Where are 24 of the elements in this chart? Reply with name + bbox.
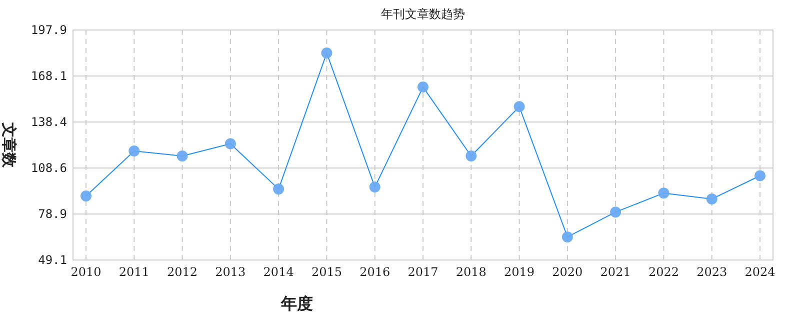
x-tick-label: 2016 xyxy=(360,265,390,279)
x-tick-label: 2012 xyxy=(167,265,198,279)
y-tick-label: 168.1 xyxy=(30,69,67,84)
chart-title: 年刊文章数趋势 xyxy=(381,7,465,21)
x-tick-label: 2023 xyxy=(696,265,728,279)
x-tick-label: 2019 xyxy=(504,265,535,279)
x-tick-label: 2015 xyxy=(311,265,342,279)
x-tick-label: 2018 xyxy=(456,265,486,279)
x-tick-label: 2022 xyxy=(648,265,679,279)
x-tick-label: 2014 xyxy=(263,265,294,279)
y-axis-title: 文章数 xyxy=(0,122,18,168)
y-tick-label: 49.1 xyxy=(38,253,67,267)
x-axis-title: 年度 xyxy=(280,294,313,313)
x-tick-label: 2010 xyxy=(70,265,102,279)
y-tick-label: 197.9 xyxy=(30,23,67,37)
x-tick-label: 2020 xyxy=(552,265,583,279)
x-tick-label: 2021 xyxy=(600,265,631,279)
y-tick-label: 108.6 xyxy=(30,161,67,176)
y-tick-label: 78.9 xyxy=(38,206,67,221)
x-tick-label: 2024 xyxy=(744,265,776,279)
x-tick-label: 2013 xyxy=(215,265,246,279)
x-tick-label: 2011 xyxy=(118,265,150,279)
y-tick-label: 138.4 xyxy=(30,114,67,129)
x-tick-label: 2017 xyxy=(408,265,438,279)
